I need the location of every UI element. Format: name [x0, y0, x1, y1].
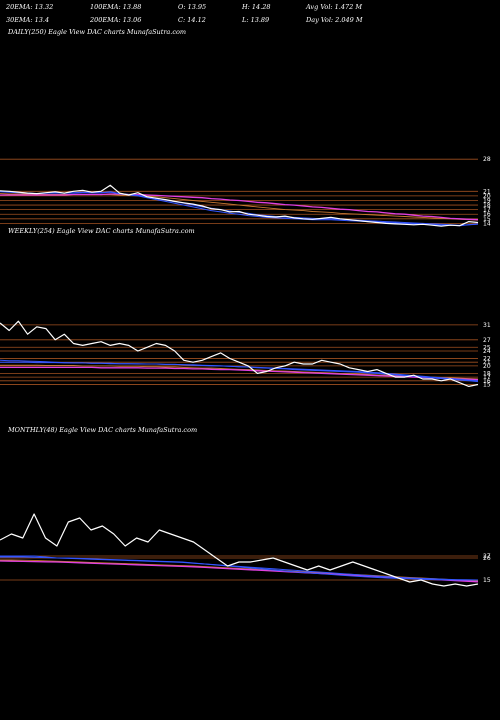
y-tick-label: 16	[483, 211, 491, 218]
y-tick-label: 25	[483, 344, 491, 351]
y-tick-label: 28	[483, 156, 491, 163]
y-tick-label: 15	[483, 577, 491, 584]
y-tick-label: 18	[483, 370, 491, 377]
ema30-line	[0, 361, 479, 382]
y-tick-label: 26	[483, 555, 491, 562]
ema100-line	[0, 193, 479, 221]
low-stat: L: 13.89	[242, 16, 270, 24]
ema100-stat: 100EMA: 13.88	[90, 3, 142, 11]
y-tick-label: 24	[483, 348, 491, 355]
price-line	[0, 513, 479, 587]
y-tick-label: 22	[483, 355, 491, 362]
y-tick-label: 21	[483, 359, 491, 366]
ema30-line	[0, 191, 479, 226]
open-stat: O: 13.95	[178, 3, 207, 11]
y-tick-label: 27	[483, 553, 491, 560]
price-line	[0, 320, 479, 387]
ema30-stat: 30EMA: 13.4	[6, 16, 50, 24]
ema100-line	[0, 364, 479, 380]
y-tick-label: 16	[483, 378, 491, 385]
y-tick-label: 15	[483, 382, 491, 389]
ema20-stat: 20EMA: 13.32	[6, 3, 54, 11]
y-tick-label: 18	[483, 202, 491, 209]
y-tick-label: 15	[483, 216, 491, 223]
day-vol-stat: Day Vol: 2.049 M	[306, 16, 363, 24]
ema100-line	[0, 559, 479, 582]
y-tick-label: 20	[483, 363, 491, 370]
y-tick-label: 14	[483, 220, 491, 227]
close-stat: C: 14.12	[178, 16, 206, 24]
ema200-stat: 200EMA: 13.06	[90, 16, 142, 24]
avg-vol-stat: Avg Vol: 1.472 M	[306, 3, 363, 11]
price-line	[0, 184, 479, 227]
y-tick-label: 19	[483, 197, 491, 204]
ema200-line	[0, 193, 479, 221]
y-tick-label: 17	[483, 374, 491, 381]
ema200-line	[0, 366, 479, 381]
high-stat: H: 14.28	[242, 3, 271, 11]
y-tick-label: 31	[483, 322, 491, 329]
y-tick-label: 20	[483, 193, 491, 200]
daily-panel-label: DAILY(250) Eagle View DAC charts MunafaS…	[8, 28, 187, 36]
ema20-line	[0, 359, 479, 383]
y-tick-label: 17	[483, 207, 491, 214]
y-tick-label: 27	[483, 337, 491, 344]
ema20-line	[0, 190, 479, 227]
y-tick-label: 21	[483, 188, 491, 195]
weekly-panel-label: WEEKLY(254) Eagle View DAC charts Munafa…	[8, 227, 195, 235]
monthly-panel-label: MONTHLY(48) Eagle View DAC charts Munafa…	[8, 426, 198, 434]
